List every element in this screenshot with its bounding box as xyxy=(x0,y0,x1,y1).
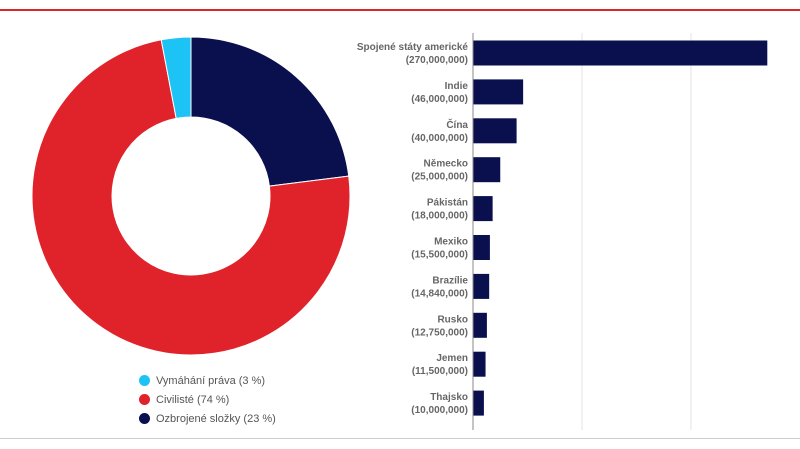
bar-category-label: Pákistán xyxy=(427,198,468,209)
bar-5 xyxy=(473,235,490,260)
bar-category-label: Brazílie xyxy=(432,275,468,286)
legend-item: Civilisté (74 %) xyxy=(139,390,276,409)
bar-value-label: (10,000,000) xyxy=(411,405,468,416)
bar-value-label: (18,000,000) xyxy=(411,211,468,222)
donut-slice-2 xyxy=(160,36,192,119)
donut-slice-0 xyxy=(190,36,350,187)
pie-legend: Vymáhání práva (3 %) Civilisté (74 %) Ozbr… xyxy=(139,371,276,428)
bar-category-label: Thajsko xyxy=(430,392,468,403)
bar-1 xyxy=(473,79,524,105)
top-rule xyxy=(0,9,800,11)
legend-swatch xyxy=(139,413,150,424)
bar-category-label: Německo xyxy=(424,159,468,170)
donut-slice-1 xyxy=(31,39,351,356)
bar-value-label: (14,840,000) xyxy=(411,288,468,299)
bar-value-label: (11,500,000) xyxy=(412,366,468,377)
bar-category-label: Spojené státy americké xyxy=(357,42,469,53)
bar-value-label: (40,000,000) xyxy=(411,133,468,144)
bar-value-label: (12,750,000) xyxy=(411,327,468,338)
legend-swatch xyxy=(139,375,150,386)
bar-6 xyxy=(473,273,490,299)
bar-7 xyxy=(473,312,487,338)
bar-2 xyxy=(473,118,517,144)
legend-label: Civilisté (74 %) xyxy=(156,393,230,406)
bar-value-label: (46,000,000) xyxy=(411,94,468,105)
bar-value-label: (25,000,000) xyxy=(411,172,468,183)
bar-4 xyxy=(473,196,493,222)
legend-item: Ozbrojené složky (23 %) xyxy=(139,409,276,428)
bar-category-label: Čína xyxy=(446,118,468,131)
bar-value-label: (15,500,000) xyxy=(411,250,468,261)
bar-3 xyxy=(473,157,501,183)
legend-label: Ozbrojené složky (23 %) xyxy=(156,412,276,425)
bar-9 xyxy=(473,390,484,416)
bar-category-label: Mexiko xyxy=(434,237,468,248)
bar-category-label: Rusko xyxy=(437,314,468,325)
bar-8 xyxy=(473,351,486,377)
legend-item: Vymáhání práva (3 %) xyxy=(139,371,276,390)
bar-category-label: Jemen xyxy=(436,353,468,364)
bar-category-label: Indie xyxy=(445,81,469,92)
bar-value-label: (270,000,000) xyxy=(406,55,468,66)
bar-0 xyxy=(473,40,768,66)
bottom-rule xyxy=(0,438,800,439)
legend-swatch xyxy=(139,394,150,405)
legend-label: Vymáhání práva (3 %) xyxy=(156,374,266,387)
